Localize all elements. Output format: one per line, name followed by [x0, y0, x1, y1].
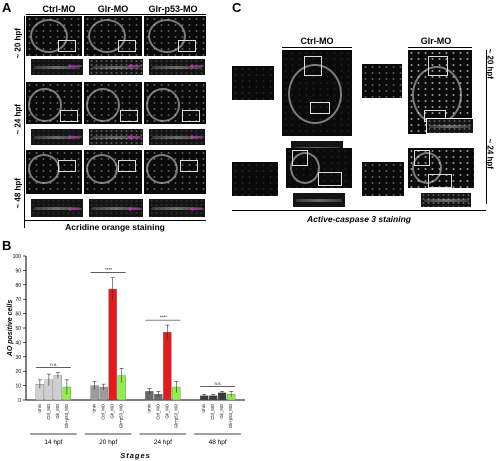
- group-label: 20 hpf: [99, 439, 117, 446]
- x-axis-label: Stages: [120, 451, 151, 460]
- panel-a-letter: A: [2, 0, 12, 15]
- zoom-image: [362, 162, 404, 196]
- ao-bar-chart: 0 10 20 30 40 50 60 70 80 90 100 AO positive cells U…: [7, 254, 245, 460]
- embryo-image: [408, 148, 474, 188]
- y-tick-label: 80: [15, 283, 21, 289]
- bar-label: Unin: [92, 403, 97, 412]
- group-label: 14 hpf: [44, 439, 62, 446]
- arrow-icon: ⟵: [190, 132, 205, 143]
- bar-label: Glr+p53_MO: [119, 403, 124, 428]
- panel-a-bottom-rule: [24, 220, 206, 221]
- arrow-icon: ⟵: [190, 61, 205, 72]
- arrow-icon: ⟵: [190, 204, 205, 215]
- panel-b-letter: B: [2, 238, 12, 253]
- bar-label: Ctrl_MO: [210, 403, 215, 419]
- embryo-image: [26, 82, 82, 124]
- bar-label: Glr_MO: [55, 403, 60, 418]
- embryo-image: [84, 150, 142, 194]
- panel-c-caption: Active-caspase 3 staining: [307, 214, 411, 224]
- panel-c-col-ctrl: Ctrl-MO: [300, 36, 334, 46]
- inset-image: [148, 58, 206, 76]
- inset-image: [426, 118, 474, 134]
- zoom-image: [232, 162, 278, 196]
- zoom-image: [232, 66, 274, 100]
- bar-label: Ctrl_MO: [46, 403, 51, 419]
- inset-image: [148, 128, 206, 146]
- arrow-icon: ⟵: [68, 204, 83, 215]
- embryo-image: [144, 150, 206, 194]
- bar: [53, 375, 63, 401]
- inset-image: [88, 198, 144, 218]
- embryo-image: [26, 16, 82, 56]
- bar: [108, 288, 117, 401]
- embryo-image: [84, 16, 142, 56]
- embryo-image: [286, 148, 352, 188]
- bar-label: Unin: [146, 403, 151, 412]
- bar: [163, 332, 172, 401]
- panel-a-row-48: ~ 48 hpf: [13, 178, 23, 209]
- bar-label: Ctrl_MO: [155, 403, 160, 419]
- y-tick-label: 100: [13, 254, 22, 260]
- arrow-icon: ⟵: [128, 132, 143, 143]
- significance-label: n.s.: [50, 362, 57, 367]
- inset-image: [30, 198, 84, 218]
- y-tick-label: 90: [15, 268, 21, 274]
- y-tick-label: 70: [15, 297, 21, 303]
- panel-a-top-rule: [26, 14, 206, 15]
- panel-c-bottom-rule: [232, 210, 486, 211]
- group-label: 48 hpf: [209, 439, 227, 446]
- inset-image: [148, 198, 206, 218]
- y-tick-label: 10: [15, 384, 21, 390]
- panel-a-row-24: ~ 24 hpf: [13, 104, 23, 135]
- bar-label: Unin: [37, 403, 42, 412]
- arrow-icon: ⟵: [128, 204, 143, 215]
- bar-label: Glr_MO: [110, 403, 115, 418]
- significance-label: ****: [105, 267, 112, 272]
- group-label: 24 hpf: [154, 439, 172, 446]
- embryo-image: [144, 82, 206, 124]
- bar-label: Glr+p53_MO: [64, 403, 69, 428]
- embryo-image: [26, 150, 82, 194]
- zoom-image: [362, 64, 402, 98]
- embryo-image: [282, 50, 352, 136]
- significance-label: n.s.: [214, 381, 221, 386]
- panel-a-col-ctrl: Ctrl-MO: [42, 4, 76, 14]
- panel-c-rule-glr: [408, 47, 472, 48]
- arrow-icon: ⟵: [128, 61, 143, 72]
- inset-image: [88, 128, 144, 146]
- y-tick-label: 60: [15, 312, 21, 318]
- y-axis-label: AO positive cells: [7, 300, 14, 358]
- y-tick-label: 50: [15, 326, 21, 332]
- panel-a-caption: Acridine orange staining: [65, 222, 165, 232]
- bar-label: Ctrl_MO: [101, 403, 106, 419]
- panel-c-right-rule: [486, 50, 487, 204]
- arrow-icon: ⟵: [68, 132, 83, 143]
- inset-image: [88, 58, 144, 76]
- bar-label: Glr_MO: [164, 403, 169, 418]
- significance-label: ****: [160, 315, 167, 320]
- inset-image: [30, 128, 84, 146]
- bar-label: Glr+p53_MO: [228, 403, 233, 428]
- embryo-image: [84, 82, 142, 124]
- inset-image: [292, 192, 346, 208]
- y-tick-label: 40: [15, 340, 21, 346]
- bar-label: Glr+p53_MO: [173, 403, 178, 428]
- y-tick-label: 0: [18, 398, 21, 404]
- panel-c-letter: C: [232, 0, 242, 15]
- inset-image: [30, 58, 84, 76]
- panel-c-rule-ctrl: [282, 47, 352, 48]
- y-tick-label: 20: [15, 369, 21, 375]
- panel-a-col-glr: Glr-MO: [97, 4, 129, 14]
- embryo-image: [144, 16, 206, 56]
- panel-c-col-glr: Glr-MO: [420, 36, 452, 46]
- panel-a-row-20: ~ 20 hpf: [13, 28, 23, 59]
- bar-label: Unin: [201, 403, 206, 412]
- bar-label: Glr_MO: [219, 403, 224, 418]
- arrow-icon: ⟵: [68, 61, 83, 72]
- panel-a-left-rule: [24, 16, 25, 228]
- inset-image: [420, 192, 472, 208]
- panel-a-col-glr-p53: Glr-p53-MO: [148, 4, 198, 14]
- y-tick-label: 30: [15, 355, 21, 361]
